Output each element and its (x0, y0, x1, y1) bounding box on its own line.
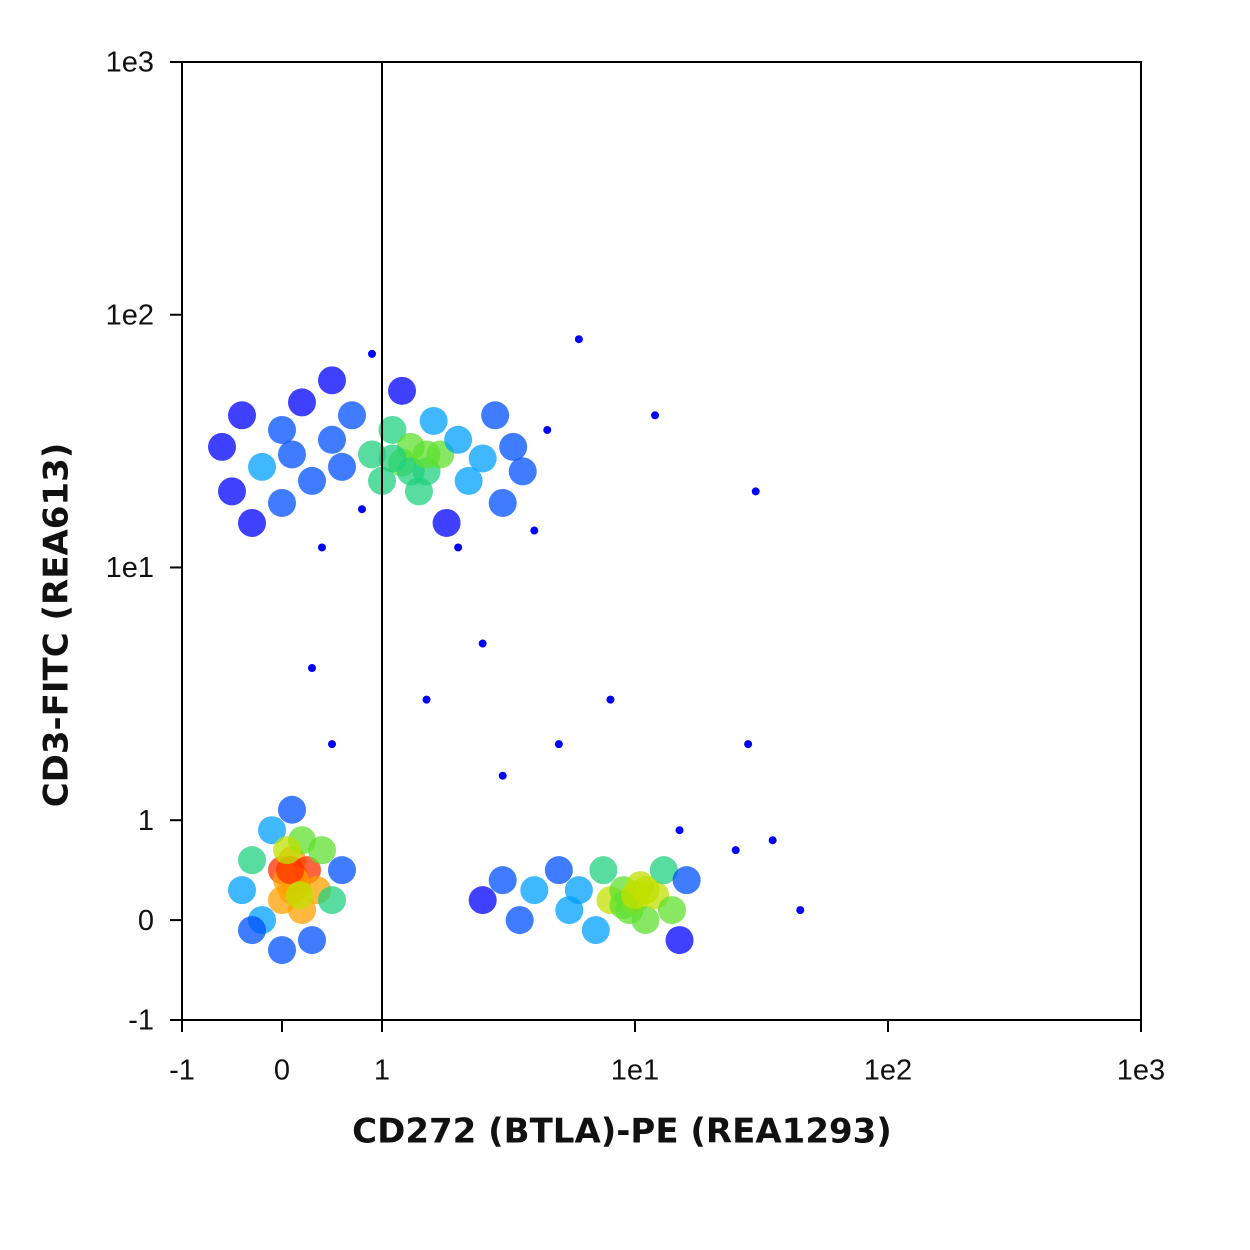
event-point (378, 415, 407, 444)
event-point (488, 866, 517, 895)
event-point (731, 846, 740, 855)
points (208, 335, 805, 965)
y-tick-label: 1e2 (106, 299, 154, 331)
event-point (318, 425, 346, 454)
event-point (288, 388, 316, 417)
event-point (318, 543, 326, 552)
event-point (286, 881, 314, 910)
event-point (328, 856, 356, 885)
event-point (422, 695, 431, 704)
event-point (657, 896, 686, 925)
event-point (488, 488, 517, 517)
event-point (318, 366, 346, 395)
event-point (530, 526, 539, 535)
event-point (498, 771, 507, 780)
plot-frame (181, 61, 1142, 1021)
event-point (574, 335, 583, 344)
event-point (218, 477, 246, 506)
x-axis-title: CD272 (BTLA)-PE (REA1293) (352, 1112, 892, 1152)
event-point (554, 740, 563, 749)
event-point (454, 466, 483, 495)
y-axis-title: CD3-FITC (REA613) (37, 443, 77, 808)
event-point (338, 401, 366, 430)
event-point (651, 411, 660, 420)
event-point (751, 487, 760, 496)
x-tick-label: 1e2 (864, 1055, 912, 1087)
event-point (468, 444, 497, 473)
event-point (278, 795, 306, 824)
event-point (665, 926, 694, 955)
event-point (419, 406, 448, 435)
event-point (631, 876, 660, 905)
event-point (248, 452, 276, 481)
event-point (238, 846, 266, 875)
event-point (564, 876, 593, 905)
x-tick-label: 0 (274, 1055, 290, 1087)
event-point (412, 440, 441, 469)
event-point (368, 349, 376, 358)
event-point (606, 695, 615, 704)
event-point (768, 836, 777, 845)
event-point (298, 466, 326, 495)
event-point (208, 432, 236, 461)
event-point (478, 639, 487, 648)
event-point (432, 508, 461, 537)
event-point (388, 376, 417, 405)
x-tick-label: 1e3 (1117, 1055, 1165, 1087)
event-point (298, 926, 326, 955)
event-point (238, 508, 266, 537)
event-point (631, 906, 660, 935)
y-tick-label: 0 (138, 905, 154, 937)
event-point (589, 856, 618, 885)
event-point (228, 401, 256, 430)
event-point (318, 886, 346, 915)
event-point (358, 505, 366, 514)
event-point (278, 440, 306, 469)
event-point (581, 916, 610, 945)
y-tick-label: 1e1 (106, 552, 154, 584)
y-tick-label: -1 (128, 1005, 154, 1037)
event-point (378, 444, 407, 473)
event-point (328, 452, 356, 481)
event-point (468, 886, 497, 915)
event-point (238, 916, 266, 945)
event-point (543, 425, 552, 434)
event-point (273, 836, 301, 865)
event-point (268, 488, 296, 517)
event-point (508, 457, 537, 486)
x-tick-label: 1 (374, 1055, 390, 1087)
y-tick-label: 1e3 (106, 47, 154, 79)
event-point (520, 876, 549, 905)
y-tick-label: 1 (138, 805, 154, 837)
event-point (444, 425, 473, 454)
event-point (499, 432, 528, 461)
event-point (675, 826, 684, 835)
event-point (454, 543, 463, 552)
event-point (228, 876, 256, 905)
event-point (258, 816, 286, 845)
event-point (268, 415, 296, 444)
event-point (328, 740, 336, 749)
x-tick-label: -1 (169, 1055, 195, 1087)
event-point (796, 906, 805, 915)
event-point (505, 906, 534, 935)
event-point (672, 866, 701, 895)
event-point (268, 936, 296, 965)
x-tick-label: 1e1 (611, 1055, 659, 1087)
event-point (308, 836, 336, 865)
event-point (308, 664, 316, 673)
event-point (481, 401, 510, 430)
event-point (744, 740, 753, 749)
event-point (649, 856, 678, 885)
event-point (544, 856, 573, 885)
